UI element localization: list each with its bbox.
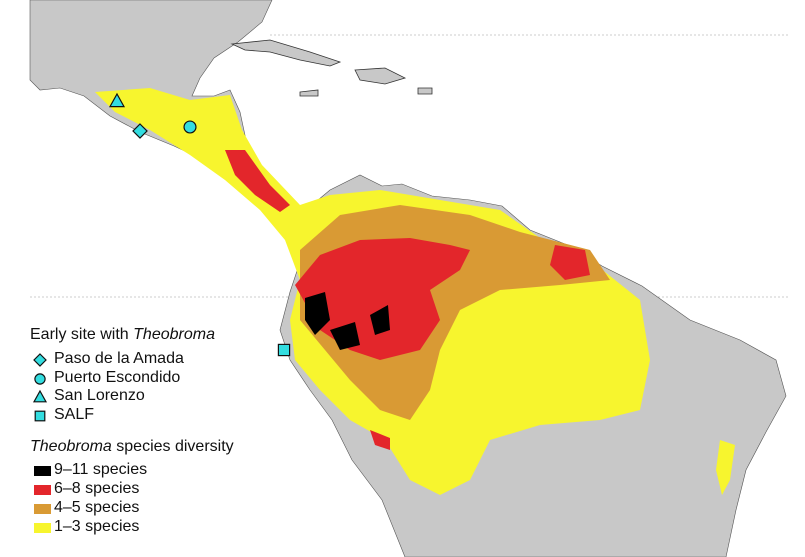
sites-title: Early site with Theobroma bbox=[30, 326, 215, 344]
legend-symbol bbox=[34, 372, 46, 385]
sites-title-italic: Theobroma bbox=[133, 326, 215, 343]
legend-symbol bbox=[32, 389, 48, 403]
site-symbol bbox=[183, 120, 197, 134]
legend-symbol bbox=[34, 410, 46, 421]
sites-title-text: Early site with bbox=[30, 326, 134, 343]
site-symbol bbox=[32, 389, 48, 403]
legend-swatch bbox=[34, 485, 51, 495]
diversity-1-3 bbox=[716, 440, 735, 495]
land-caribbean bbox=[230, 39, 433, 97]
site-symbol bbox=[277, 343, 291, 357]
class-label: 4–5 species bbox=[54, 499, 140, 516]
legend-symbol bbox=[33, 353, 47, 367]
diversity-6-8 bbox=[225, 150, 590, 450]
site-label: Puerto Escondido bbox=[54, 368, 181, 386]
site-label: San Lorenzo bbox=[54, 387, 145, 404]
class-label: 6–8 species bbox=[54, 480, 140, 497]
legend-swatch bbox=[34, 523, 51, 533]
site-symbol bbox=[34, 410, 46, 421]
legend-swatch bbox=[34, 466, 51, 476]
legend-swatch bbox=[34, 504, 51, 514]
site-symbol bbox=[34, 372, 46, 385]
class-label: 1–3 species bbox=[54, 518, 140, 535]
site-label: Paso de la Amada bbox=[54, 350, 184, 367]
site-symbol bbox=[108, 92, 126, 108]
site-label: SALF bbox=[54, 405, 95, 423]
class-label: 9–11 species bbox=[54, 461, 148, 478]
diversity-title-text: species diversity bbox=[111, 438, 234, 455]
diversity-title: Theobroma species diversity bbox=[30, 438, 234, 456]
site-symbol bbox=[132, 123, 148, 139]
site-symbol bbox=[33, 353, 47, 367]
diversity-title-italic: Theobroma bbox=[30, 438, 112, 455]
site-markers bbox=[108, 92, 291, 357]
diversity-9-11 bbox=[305, 292, 390, 350]
